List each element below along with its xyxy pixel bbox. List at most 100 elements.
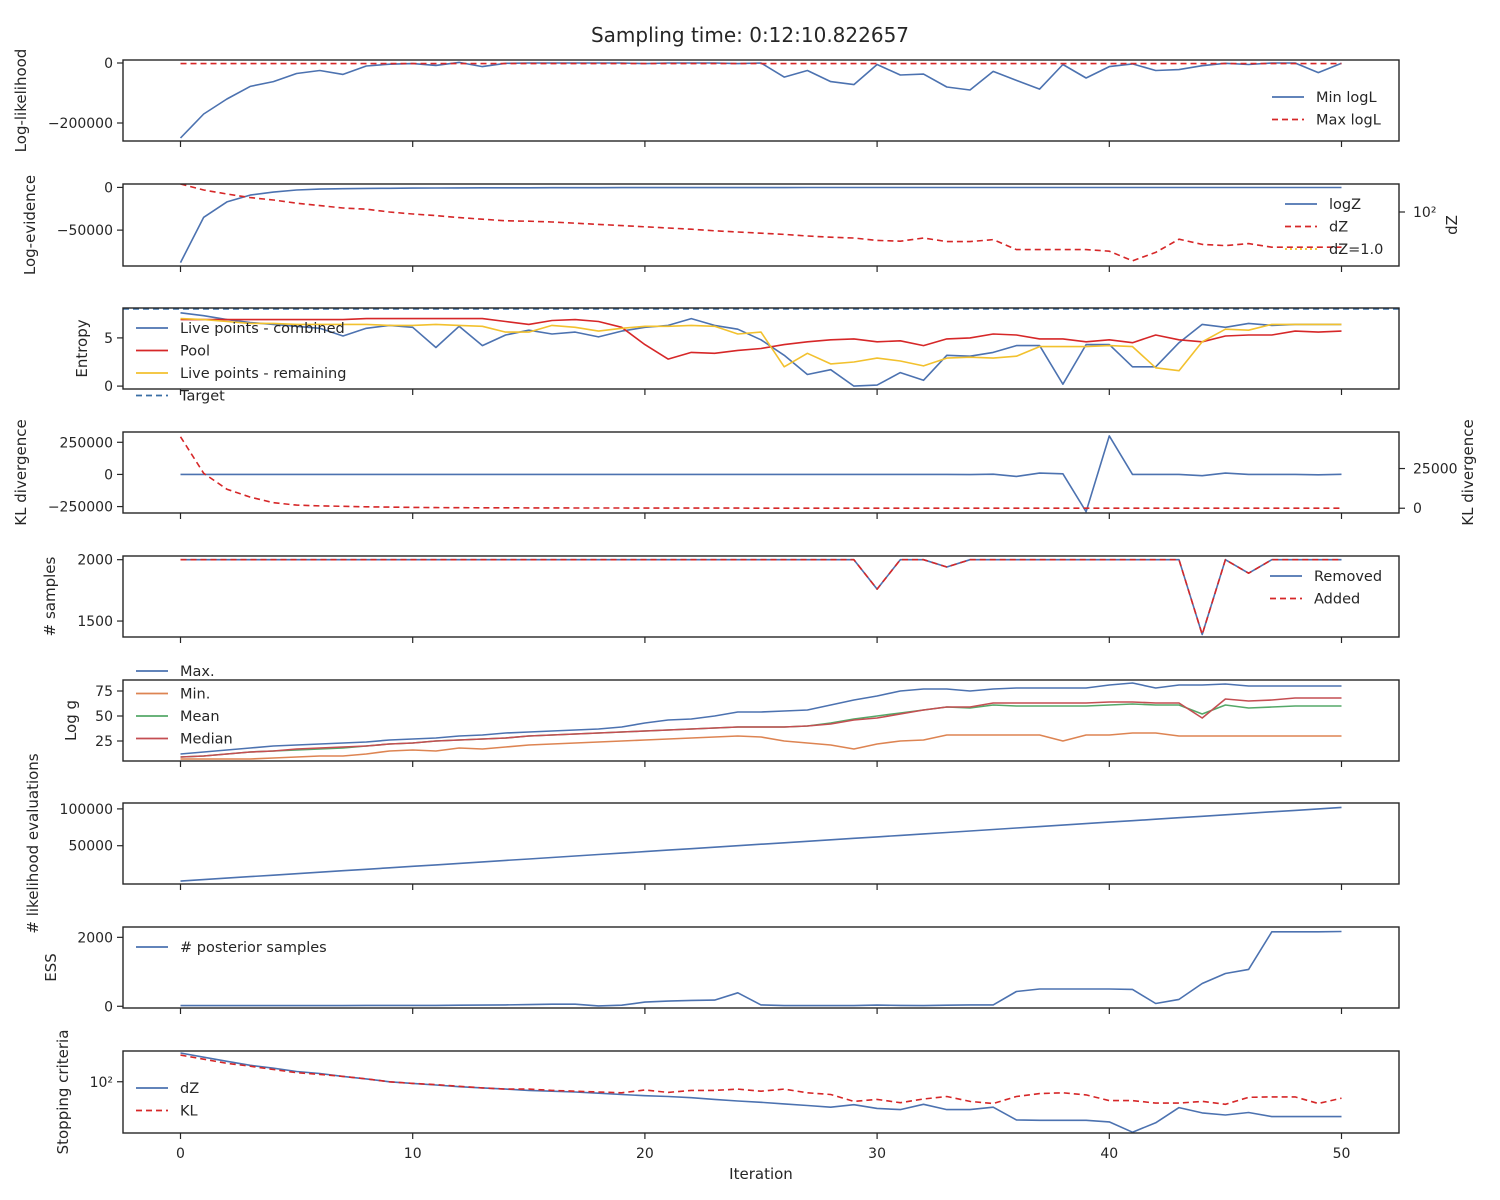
- legend-label: Max.: [180, 664, 215, 680]
- y-axis-label: KL divergence: [12, 419, 30, 525]
- series-line: [180, 732, 1342, 760]
- legend-label: dZ: [1329, 220, 1348, 236]
- series-line: [179, 436, 1342, 510]
- panel-2: 0 −50000 10² Log-evidence dZ logZ dZ dZ=1.0: [21, 175, 1461, 275]
- legend-label: logZ: [1329, 197, 1361, 213]
- x-tick-label: 20: [636, 1146, 654, 1162]
- x-tick-label: 50: [1333, 1146, 1351, 1162]
- y-right-tick-label: 25000: [1413, 462, 1458, 478]
- series-group: [123, 308, 1399, 387]
- y-tick-label: −250000: [48, 500, 113, 516]
- panel-frame: [122, 1050, 1400, 1134]
- series-line: [180, 682, 1342, 755]
- panel-3: 0 5 Entropy Live points - combined Pool Live …: [73, 307, 1400, 405]
- legend-label: Live points - combined: [180, 321, 345, 337]
- panel-9: 0 10 20 30 40 50 10² Stopping criteria dZ KL: [54, 1030, 1400, 1162]
- x-tick-label: 40: [1100, 1146, 1118, 1162]
- legend-label: Target: [179, 389, 225, 405]
- legend-label: Pool: [180, 344, 210, 360]
- x-tick-label: 10: [404, 1146, 422, 1162]
- y-axis-label: # samples: [41, 556, 59, 636]
- panel-5: 2000 1500 # samples Removed Added: [41, 553, 1400, 643]
- series-group: [180, 930, 1342, 1007]
- y-tick-label: −200000: [48, 116, 113, 132]
- panel-frame: [122, 926, 1400, 1009]
- series-line: [180, 312, 1342, 387]
- series-line: [180, 558, 1342, 636]
- panel-frame: [122, 802, 1400, 885]
- y-tick-label: 0: [104, 56, 113, 72]
- series-line: [180, 930, 1342, 1007]
- series-group: [179, 184, 1342, 263]
- series-line: [180, 697, 1342, 758]
- y-tick-label: 50000: [68, 839, 113, 855]
- panels-group: 0 −200000 Log-likelihood Min logL Max logL 0 −…: [12, 49, 1477, 1162]
- y-tick-label: 0: [104, 379, 113, 395]
- panel-frame: [122, 431, 1400, 514]
- x-axis-label: Iteration: [729, 1165, 793, 1183]
- y-tick-label: 50: [95, 709, 113, 725]
- y-tick-label: 25: [95, 734, 113, 750]
- panel-frame: [122, 555, 1400, 638]
- figure-title: Sampling time: 0:12:10.822657: [591, 23, 909, 47]
- y-tick-label: 2000: [77, 553, 113, 569]
- y-axis-label: Log-likelihood: [12, 49, 30, 153]
- panel-frame: [122, 183, 1400, 267]
- series-line: [180, 806, 1342, 882]
- y-tick-label: 5: [104, 331, 113, 347]
- panel-frame: [122, 307, 1400, 390]
- series-line: [180, 435, 1342, 513]
- y-tick-label: 75: [95, 684, 113, 700]
- y-right-axis-label: KL divergence: [1459, 419, 1477, 525]
- panel-1: 0 −200000 Log-likelihood Min logL Max logL: [12, 49, 1400, 153]
- y-tick-label: 100000: [60, 802, 113, 818]
- y-axis-label: ESS: [42, 953, 60, 982]
- y-tick-label: 0: [104, 180, 113, 196]
- series-line: [180, 558, 1342, 636]
- x-tick-label: 30: [868, 1146, 886, 1162]
- series-group: [180, 1052, 1342, 1133]
- y-axis-label: Stopping criteria: [54, 1030, 72, 1155]
- y-right-axis-label: dZ: [1443, 215, 1461, 235]
- series-group: [180, 558, 1342, 636]
- series-line: [180, 1052, 1342, 1133]
- series-line: [180, 317, 1342, 372]
- y-tick-label: 250000: [60, 435, 113, 451]
- legend-label: Removed: [1314, 569, 1382, 585]
- legend-label: dZ=1.0: [1329, 242, 1383, 258]
- y-tick-label: 1500: [77, 614, 113, 630]
- series-line: [179, 186, 1342, 263]
- y-axis-label: Log-evidence: [21, 175, 39, 275]
- panel-frame: [122, 679, 1400, 762]
- y-tick-label: 10²: [90, 1075, 113, 1091]
- series-line: [179, 61, 1342, 139]
- y-tick-label: 0: [104, 467, 113, 483]
- y-axis-label: Log g: [62, 700, 80, 741]
- series-line: [180, 1054, 1342, 1106]
- y-tick-label: −50000: [57, 223, 113, 239]
- y-axis-label: Entropy: [73, 319, 91, 377]
- legend-label: Min.: [180, 687, 210, 703]
- panel-6: 75 50 25 Log g Max. Min. Mean Median: [62, 664, 1400, 767]
- y-axis-label: # likelihood evaluations: [24, 753, 42, 933]
- legend-label: # posterior samples: [180, 940, 327, 956]
- series-line: [180, 317, 1342, 360]
- legend-label: Live points - remaining: [180, 366, 346, 382]
- y-tick-label: 0: [104, 999, 113, 1015]
- series-line: [180, 184, 1342, 262]
- legend-label: Min logL: [1316, 90, 1377, 106]
- series-group: [180, 806, 1342, 882]
- legend-label: Mean: [180, 709, 220, 725]
- panel-8: 2000 0 ESS # posterior samples: [42, 926, 1400, 1015]
- legend-label: Median: [180, 732, 233, 748]
- series-group: [180, 682, 1342, 760]
- y-tick-label: 2000: [77, 930, 113, 946]
- y-right-tick-label: 10²: [1413, 205, 1436, 221]
- series-group: [179, 61, 1342, 139]
- y-right-tick-label: 0: [1413, 501, 1422, 517]
- x-tick-label: 0: [176, 1146, 185, 1162]
- legend-label: Added: [1314, 592, 1360, 608]
- legend-label: dZ: [180, 1081, 199, 1097]
- series-group: [179, 435, 1342, 513]
